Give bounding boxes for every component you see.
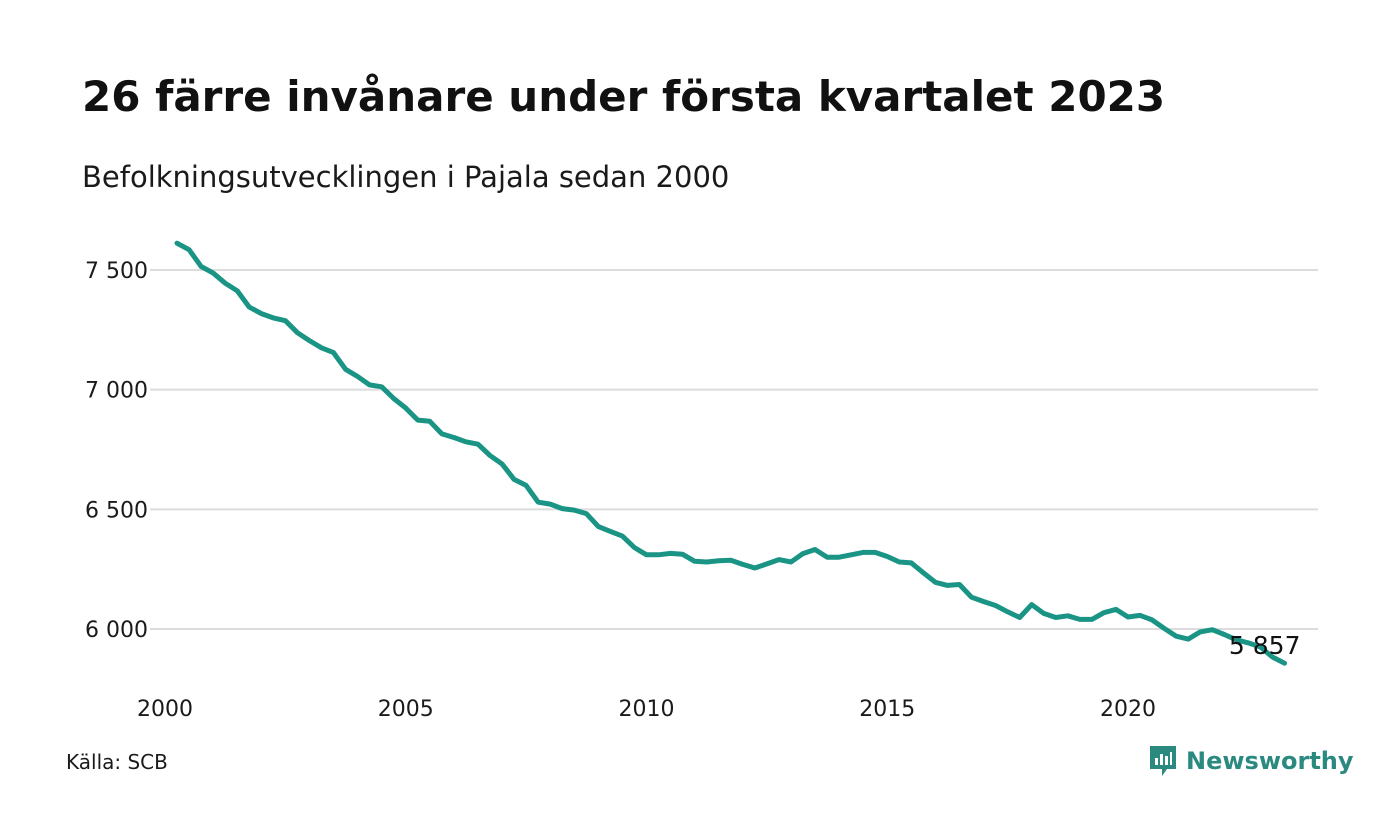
line-chart: 6 000 6 500 7 000 7 500 2000 2005 2010 2015 202…: [85, 240, 1318, 722]
chart-title: 26 färre invånare under första kvartalet…: [82, 72, 1166, 121]
end-value-label: 5 857: [1229, 631, 1301, 660]
brand-name: Newsworthy: [1186, 747, 1354, 775]
y-tick-label: 7 500: [85, 259, 148, 284]
newsworthy-logo[interactable]: Newsworthy: [1148, 744, 1354, 778]
x-tick-label: 2020: [1100, 697, 1156, 722]
x-tick-label: 2000: [137, 697, 193, 722]
chart-subtitle: Befolkningsutvecklingen i Pajala sedan 2…: [82, 160, 730, 194]
data-labels: 5 857: [1229, 631, 1301, 660]
x-tick-label: 2005: [378, 697, 434, 722]
y-tick-label: 7 000: [85, 379, 148, 404]
source-note: Källa: SCB: [66, 750, 168, 774]
x-axis-tick-labels: 2000 2005 2010 2015 2020: [137, 697, 1156, 722]
y-tick-label: 6 500: [85, 498, 148, 523]
series-line: [174, 240, 1287, 666]
newsworthy-logo-icon: [1150, 746, 1176, 776]
x-tick-label: 2015: [859, 697, 915, 722]
y-tick-label: 6 000: [85, 618, 148, 643]
x-tick-label: 2010: [619, 697, 675, 722]
gridlines: [150, 269, 1318, 630]
y-axis-tick-labels: 6 000 6 500 7 000 7 500: [85, 259, 148, 643]
series-layer: [174, 240, 1287, 666]
